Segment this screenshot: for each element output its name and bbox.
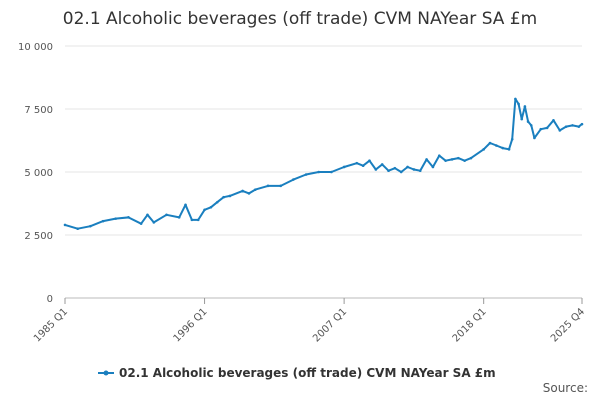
- y-tick-label: 0: [47, 294, 53, 305]
- data-point[interactable]: [393, 166, 397, 170]
- data-point[interactable]: [558, 129, 562, 132]
- data-point[interactable]: [184, 203, 187, 207]
- data-point[interactable]: [380, 163, 384, 166]
- data-point[interactable]: [228, 194, 232, 198]
- data-point[interactable]: [545, 126, 549, 130]
- y-axis: 0 2 500 5 000 7 500 10 000: [18, 42, 53, 305]
- data-point[interactable]: [514, 97, 517, 101]
- x-tick-label: 2025 Q4: [549, 306, 587, 344]
- data-point[interactable]: [152, 221, 156, 224]
- data-point[interactable]: [399, 170, 403, 174]
- data-point[interactable]: [564, 125, 568, 128]
- data-point[interactable]: [89, 224, 92, 228]
- data-point[interactable]: [63, 223, 67, 227]
- data-point[interactable]: [457, 156, 460, 160]
- data-point[interactable]: [577, 125, 581, 128]
- series-line[interactable]: [64, 97, 583, 230]
- data-point[interactable]: [374, 168, 378, 171]
- data-point[interactable]: [495, 144, 498, 147]
- data-point[interactable]: [501, 146, 505, 150]
- data-point[interactable]: [177, 216, 181, 219]
- legend-item-label[interactable]: 02.1 Alcoholic beverages (off trade) CVM…: [119, 366, 496, 380]
- data-point[interactable]: [431, 165, 435, 169]
- data-point[interactable]: [571, 124, 574, 127]
- data-point[interactable]: [292, 178, 295, 181]
- x-tick-label: 1985 Q1: [32, 306, 70, 344]
- x-tick-label: 1996 Q1: [172, 306, 210, 344]
- y-tick-label: 5 000: [24, 168, 53, 179]
- x-axis: 1985 Q1 1996 Q1 2007 Q1 2018 Q1 2025 Q4: [32, 298, 587, 344]
- data-point[interactable]: [444, 159, 447, 162]
- data-point[interactable]: [266, 184, 270, 188]
- data-point[interactable]: [425, 158, 428, 161]
- source-label: Source:: [542, 381, 588, 395]
- data-point[interactable]: [330, 170, 333, 174]
- data-point[interactable]: [539, 127, 543, 131]
- data-point[interactable]: [254, 188, 257, 191]
- chart-title: 02.1 Alcoholic beverages (off trade) CVM…: [62, 9, 538, 29]
- data-point[interactable]: [101, 219, 105, 223]
- data-point[interactable]: [342, 165, 346, 169]
- data-point[interactable]: [552, 119, 555, 122]
- data-point[interactable]: [520, 117, 524, 121]
- data-point[interactable]: [488, 141, 492, 145]
- data-point[interactable]: [418, 169, 422, 173]
- data-point[interactable]: [114, 217, 118, 220]
- data-point[interactable]: [450, 158, 454, 161]
- data-point[interactable]: [482, 148, 485, 151]
- legend-point-marker: [103, 370, 109, 376]
- data-point[interactable]: [165, 213, 168, 217]
- data-point[interactable]: [437, 154, 441, 157]
- data-point[interactable]: [526, 120, 530, 123]
- y-tick-label: 7 500: [24, 105, 53, 116]
- data-point[interactable]: [304, 173, 308, 176]
- data-point[interactable]: [361, 164, 365, 167]
- data-point[interactable]: [533, 136, 536, 140]
- data-point[interactable]: [523, 105, 527, 108]
- data-point[interactable]: [190, 218, 194, 222]
- series-layer: [63, 97, 584, 230]
- data-point[interactable]: [222, 195, 225, 199]
- data-point[interactable]: [196, 218, 200, 222]
- data-point[interactable]: [406, 165, 409, 169]
- data-point[interactable]: [76, 227, 79, 230]
- y-tick-label: 2 500: [24, 231, 53, 242]
- data-point[interactable]: [580, 122, 584, 126]
- data-point[interactable]: [507, 148, 511, 151]
- x-tick-label: 2007 Q1: [311, 306, 349, 344]
- data-point[interactable]: [529, 124, 533, 127]
- data-point[interactable]: [247, 192, 251, 195]
- data-point[interactable]: [203, 208, 206, 212]
- data-point[interactable]: [355, 161, 359, 165]
- data-point[interactable]: [146, 213, 149, 217]
- data-point[interactable]: [127, 216, 130, 219]
- data-point[interactable]: [215, 200, 219, 204]
- data-point[interactable]: [241, 189, 244, 193]
- x-tick-label: 2018 Q1: [451, 306, 489, 344]
- data-point[interactable]: [387, 169, 390, 173]
- data-point[interactable]: [412, 168, 416, 171]
- data-point[interactable]: [463, 159, 466, 162]
- data-point[interactable]: [510, 137, 514, 141]
- data-point[interactable]: [209, 205, 213, 209]
- legend[interactable]: 02.1 Alcoholic beverages (off trade) CVM…: [98, 366, 496, 380]
- y-tick-label: 10 000: [18, 42, 53, 53]
- data-point[interactable]: [279, 184, 282, 188]
- data-point[interactable]: [317, 170, 321, 174]
- data-point[interactable]: [517, 102, 520, 106]
- data-point[interactable]: [368, 159, 371, 162]
- data-point[interactable]: [469, 156, 473, 160]
- data-point[interactable]: [139, 222, 143, 225]
